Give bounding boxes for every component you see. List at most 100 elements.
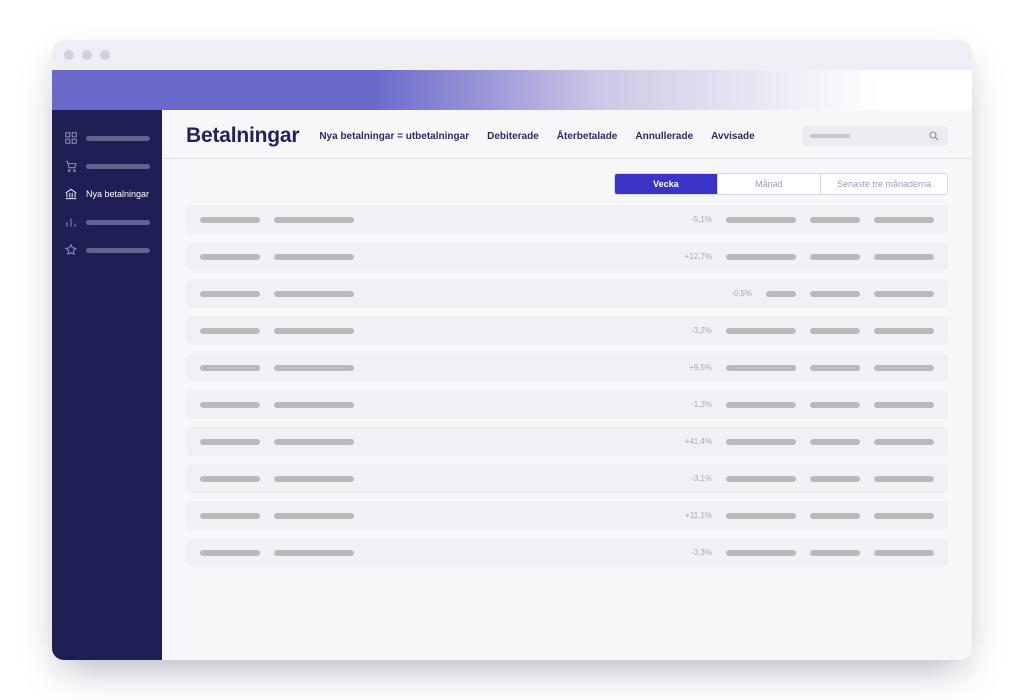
cell-placeholder [200,550,260,556]
search-placeholder [810,134,850,138]
range-toolbar: Vecka Månad Senaste tre månaderna [162,159,972,205]
cell-placeholder [810,513,860,519]
traffic-light-min[interactable] [82,50,92,60]
table-row[interactable]: -3,3% [186,538,948,567]
traffic-light-max[interactable] [100,50,110,60]
cell-placeholder [810,291,860,297]
cell-pct: +11,1% [667,511,712,520]
header-gradient [52,70,972,110]
page-title: Betalningar [186,124,299,148]
cell-placeholder [810,402,860,408]
cell-pct: +9,5% [667,363,712,372]
sidebar-label-placeholder [86,164,150,169]
cell-placeholder [874,254,934,260]
cell-placeholder [200,365,260,371]
app-window: Nya betalningar Betalningar Nya betaln [52,40,972,660]
cell-placeholder [874,439,934,445]
cell-placeholder [200,476,260,482]
window-chrome [52,40,972,70]
tab-refunded[interactable]: Återbetalade [557,129,618,144]
star-icon [64,243,78,257]
cell-placeholder [274,291,354,297]
cell-pct: -3,2% [667,326,712,335]
cell-pct: -3,3% [667,548,712,557]
cell-placeholder [726,439,796,445]
table-row[interactable]: +12,7% [186,242,948,271]
cell-placeholder [874,513,934,519]
sidebar: Nya betalningar [52,110,162,660]
sidebar-item-dashboard[interactable] [52,124,162,152]
range-week[interactable]: Vecka [615,174,717,194]
cell-placeholder [200,402,260,408]
bank-icon [64,187,78,201]
cell-placeholder [726,476,796,482]
cell-pct: -5,1% [667,215,712,224]
cell-pct: -1,3% [667,400,712,409]
table-row[interactable]: -5,1% [186,205,948,234]
range-3mo[interactable]: Senaste tre månaderna [820,174,947,194]
table-row[interactable]: +9,5% [186,353,948,382]
cell-placeholder [726,550,796,556]
sidebar-item-payments[interactable]: Nya betalningar [52,180,162,208]
range-segmented: Vecka Månad Senaste tre månaderna [614,173,948,195]
cell-placeholder [274,254,354,260]
table-row[interactable]: -0,5% [186,279,948,308]
cell-placeholder [874,217,934,223]
sidebar-label-placeholder [86,220,150,225]
cell-placeholder [726,513,796,519]
cell-placeholder [726,365,796,371]
table-row[interactable]: +11,1% [186,501,948,530]
cell-pct: -3,1% [667,474,712,483]
cell-placeholder [200,328,260,334]
cell-placeholder [810,328,860,334]
cell-placeholder [274,550,354,556]
cell-placeholder [274,217,354,223]
cell-placeholder [810,439,860,445]
cell-pct: +41,4% [667,437,712,446]
cell-placeholder [274,365,354,371]
cell-placeholder [726,254,796,260]
cell-placeholder [274,476,354,482]
search-input[interactable] [802,126,948,146]
table-row[interactable]: -1,3% [186,390,948,419]
cell-placeholder [726,328,796,334]
cell-pct: -0,5% [707,289,752,298]
cell-pct: +12,7% [667,252,712,261]
search-icon [928,130,940,142]
cell-placeholder [726,217,796,223]
table-row[interactable]: +41,4% [186,427,948,456]
cell-placeholder [874,291,934,297]
sub-tabs: Nya betalningar = utbetalningar Debitera… [319,129,754,144]
bars-icon [64,215,78,229]
cell-placeholder [274,513,354,519]
sidebar-item-label: Nya betalningar [86,189,149,199]
cell-placeholder [810,217,860,223]
cell-placeholder [874,476,934,482]
tab-new-payments[interactable]: Nya betalningar = utbetalningar [319,129,469,144]
cell-placeholder [274,402,354,408]
cell-placeholder [810,550,860,556]
sidebar-item-cart[interactable] [52,152,162,180]
table-row[interactable]: -3,2% [186,316,948,345]
table-row[interactable]: -3,1% [186,464,948,493]
sidebar-label-placeholder [86,248,150,253]
page-header: Betalningar Nya betalningar = utbetalnin… [162,110,972,159]
cell-placeholder [874,328,934,334]
tab-rejected[interactable]: Avvisade [711,129,755,144]
cell-placeholder [200,291,260,297]
payments-table: -5,1% +12,7% -0,5% -3,2% +9,5% -1,3% +41,4% -3,… [162,205,972,660]
tab-debited[interactable]: Debiterade [487,129,539,144]
cell-placeholder [200,439,260,445]
cell-placeholder [726,402,796,408]
traffic-light-close[interactable] [64,50,74,60]
cell-placeholder [810,254,860,260]
tab-cancelled[interactable]: Annullerade [635,129,693,144]
cell-placeholder [274,328,354,334]
cell-placeholder [766,291,796,297]
sidebar-item-analytics[interactable] [52,208,162,236]
cell-placeholder [200,254,260,260]
grid-icon [64,131,78,145]
sidebar-item-favorites[interactable] [52,236,162,264]
main-content: Betalningar Nya betalningar = utbetalnin… [162,110,972,660]
range-month[interactable]: Månad [717,174,820,194]
